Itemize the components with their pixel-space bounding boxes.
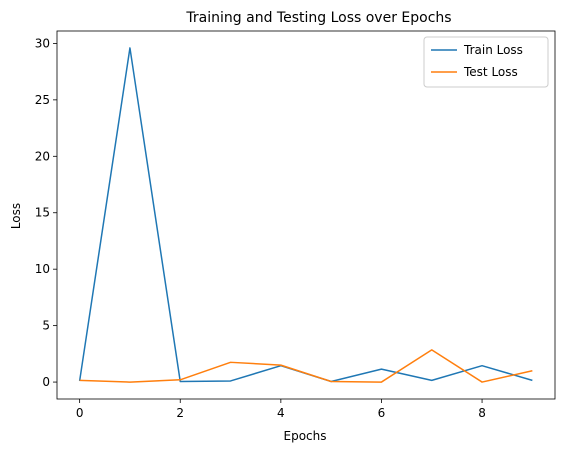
x-tick-label: 4 <box>277 406 285 420</box>
y-tick-label: 10 <box>35 262 50 276</box>
y-tick-label: 15 <box>35 206 50 220</box>
y-tick-label: 30 <box>35 36 50 50</box>
x-axis-ticks: 0 2 4 6 8 <box>76 399 486 420</box>
series-line-train-loss <box>78 47 533 383</box>
y-axis-ticks: 0 5 10 15 20 25 30 <box>35 36 57 389</box>
y-tick-label: 0 <box>42 375 50 389</box>
series-line-test-loss <box>79 349 533 383</box>
x-tick-label: 6 <box>378 406 386 420</box>
x-tick-label: 0 <box>76 406 84 420</box>
x-tick-label: 8 <box>478 406 486 420</box>
y-tick-label: 20 <box>35 149 50 163</box>
y-tick-label: 5 <box>42 319 50 333</box>
legend: Train Loss Test Loss <box>423 36 549 88</box>
y-axis-label: Loss <box>9 203 23 229</box>
plot-area <box>56 30 556 400</box>
legend-label: Test Loss <box>463 65 518 79</box>
x-axis-label: Epochs <box>284 429 327 443</box>
plot-frame <box>56 30 556 400</box>
x-tick-label: 2 <box>176 406 184 420</box>
legend-label: Train Loss <box>463 43 523 57</box>
chart-title: Training and Testing Loss over Epochs <box>185 10 451 26</box>
series-layer <box>78 47 533 383</box>
y-tick-label: 25 <box>35 93 50 107</box>
